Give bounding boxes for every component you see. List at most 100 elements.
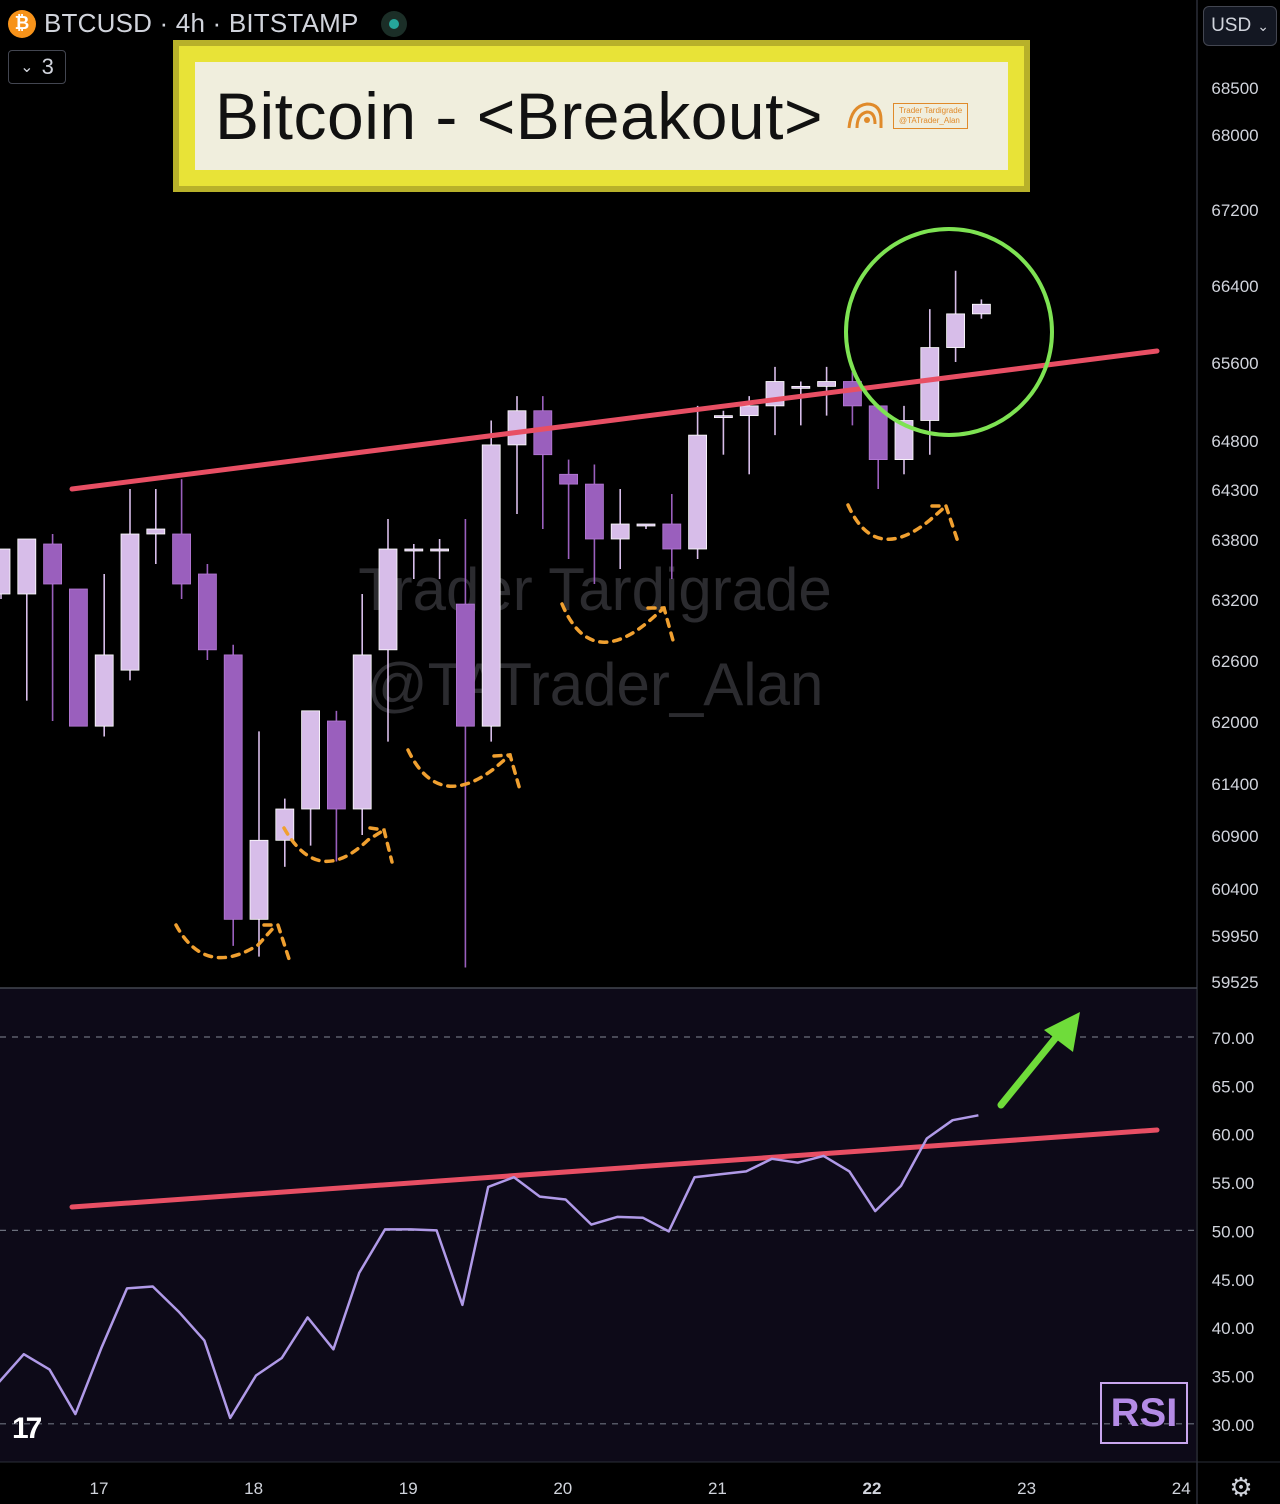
- price-tick-label: 66400: [1211, 277, 1258, 296]
- bounce-arrow-4: [560, 602, 666, 644]
- indicator-count: 3: [41, 54, 54, 79]
- tardigrade-logo-icon: [847, 102, 883, 129]
- candle: [120, 489, 140, 681]
- candle: [172, 479, 192, 599]
- candle-body: [714, 415, 733, 419]
- candle-body: [172, 533, 192, 585]
- price-tick-label: 62000: [1211, 713, 1258, 732]
- bounce-arrow-2: [282, 826, 386, 864]
- tradingview-logo-icon[interactable]: 17: [12, 1412, 42, 1445]
- price-tick-label: 67200: [1211, 201, 1258, 220]
- bounce-arrow-5-head: [930, 504, 960, 544]
- candle-body: [249, 839, 269, 920]
- candle: [352, 594, 372, 835]
- currency-label: USD: [1211, 15, 1252, 36]
- candle: [662, 494, 682, 579]
- candle-body: [378, 548, 398, 651]
- chevron-down-icon: ⌄: [1257, 17, 1269, 34]
- candle: [17, 538, 37, 701]
- bounce-arrow-1-head: [262, 923, 292, 964]
- candle: [791, 381, 811, 426]
- candle-body: [146, 528, 166, 535]
- bounce-arrow-4-head: [646, 606, 676, 646]
- candle-body: [946, 313, 965, 348]
- gear-icon[interactable]: ⚙: [1229, 1471, 1253, 1502]
- rsi-tick-label: 70.00: [1212, 1029, 1255, 1048]
- bounce-arrow-3: [406, 748, 512, 789]
- candle: [0, 548, 11, 599]
- candle: [507, 396, 527, 514]
- price-tick-label: 68500: [1211, 79, 1258, 98]
- rsi-tick-label: 45.00: [1212, 1271, 1255, 1290]
- time-tick-label: 20: [553, 1479, 572, 1498]
- time-tick-label: 22: [863, 1479, 882, 1498]
- symbol-title[interactable]: BTCUSD · 4h · BITSTAMP: [44, 8, 359, 38]
- time-tick-label: 17: [90, 1479, 109, 1498]
- candle: [868, 405, 888, 489]
- candle-body: [972, 303, 991, 315]
- candle-body: [43, 543, 62, 585]
- time-axis: 17 18 19 20 21 22 23 24: [90, 1479, 1191, 1498]
- rsi-line: [0, 1114, 979, 1420]
- currency-select[interactable]: USD ⌄: [1203, 6, 1277, 46]
- price-tick-label: 64300: [1211, 481, 1258, 500]
- candle-body: [120, 533, 140, 671]
- candlestick-series: [0, 270, 991, 968]
- indicators-toggle-button[interactable]: ⌄ 3: [8, 50, 66, 84]
- price-tick-label: 60900: [1211, 827, 1258, 846]
- rsi-level-lines: [0, 1036, 1196, 1425]
- rsi-trendline[interactable]: [69, 1127, 1160, 1210]
- rsi-tick-label: 30.00: [1212, 1416, 1255, 1435]
- candle: [404, 544, 424, 579]
- bounce-arrow-3-head: [492, 753, 522, 792]
- rsi-pane-background: [0, 988, 1196, 1462]
- logo-line-2: @TATrader_Alan: [899, 116, 960, 125]
- candle: [249, 731, 269, 957]
- bounce-arrow-2-head: [368, 826, 394, 864]
- market-status-icon[interactable]: [380, 10, 407, 37]
- candle-body: [275, 808, 295, 841]
- candle: [197, 564, 217, 660]
- logo-line-1: Trader Tardigrade: [899, 106, 963, 115]
- candle-body: [17, 538, 37, 595]
- price-tick-label: 65600: [1211, 354, 1258, 373]
- price-resistance-trendline[interactable]: [69, 348, 1160, 492]
- candle-body: [352, 654, 372, 810]
- candle: [636, 523, 656, 529]
- candle-body: [430, 548, 450, 552]
- price-tick-label: 68000: [1211, 126, 1258, 145]
- rsi-up-arrow: [997, 1012, 1080, 1109]
- rsi-tick-label: 60.00: [1212, 1126, 1255, 1145]
- candle: [69, 588, 88, 727]
- candle-body: [688, 434, 707, 550]
- time-tick-label: 24: [1172, 1479, 1191, 1498]
- candle-body: [533, 410, 553, 456]
- candle-body: [636, 523, 656, 527]
- candle: [585, 464, 604, 584]
- bounce-arrow-1: [174, 923, 278, 960]
- candle: [430, 539, 450, 579]
- bounce-arrows: [174, 503, 960, 964]
- time-tick-label: 19: [399, 1479, 418, 1498]
- candle: [223, 644, 243, 946]
- candle-body: [920, 347, 940, 421]
- candle-body: [817, 381, 836, 387]
- rsi-tick-label: 50.00: [1212, 1222, 1255, 1241]
- rsi-tick-label: 65.00: [1212, 1077, 1255, 1096]
- candle-body: [197, 573, 217, 651]
- candle-body: [301, 710, 321, 810]
- price-tick-label: 62600: [1211, 652, 1258, 671]
- candle: [275, 798, 295, 867]
- banner-title: Bitcoin - <Breakout>: [215, 79, 823, 153]
- candle-body: [69, 588, 88, 727]
- price-tick-label: 61400: [1211, 775, 1258, 794]
- candle-body: [507, 410, 527, 446]
- candle: [94, 574, 114, 737]
- candle-body: [223, 654, 243, 920]
- candle-body: [0, 548, 11, 595]
- candle: [455, 519, 475, 968]
- candle: [43, 534, 62, 721]
- bitcoin-icon: ₿: [8, 9, 36, 38]
- rsi-badge: RSI: [1100, 1382, 1188, 1444]
